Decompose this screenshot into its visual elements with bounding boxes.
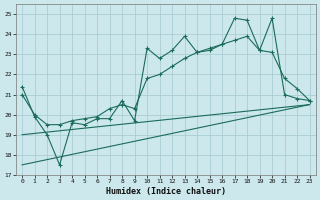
X-axis label: Humidex (Indice chaleur): Humidex (Indice chaleur) [106, 187, 226, 196]
